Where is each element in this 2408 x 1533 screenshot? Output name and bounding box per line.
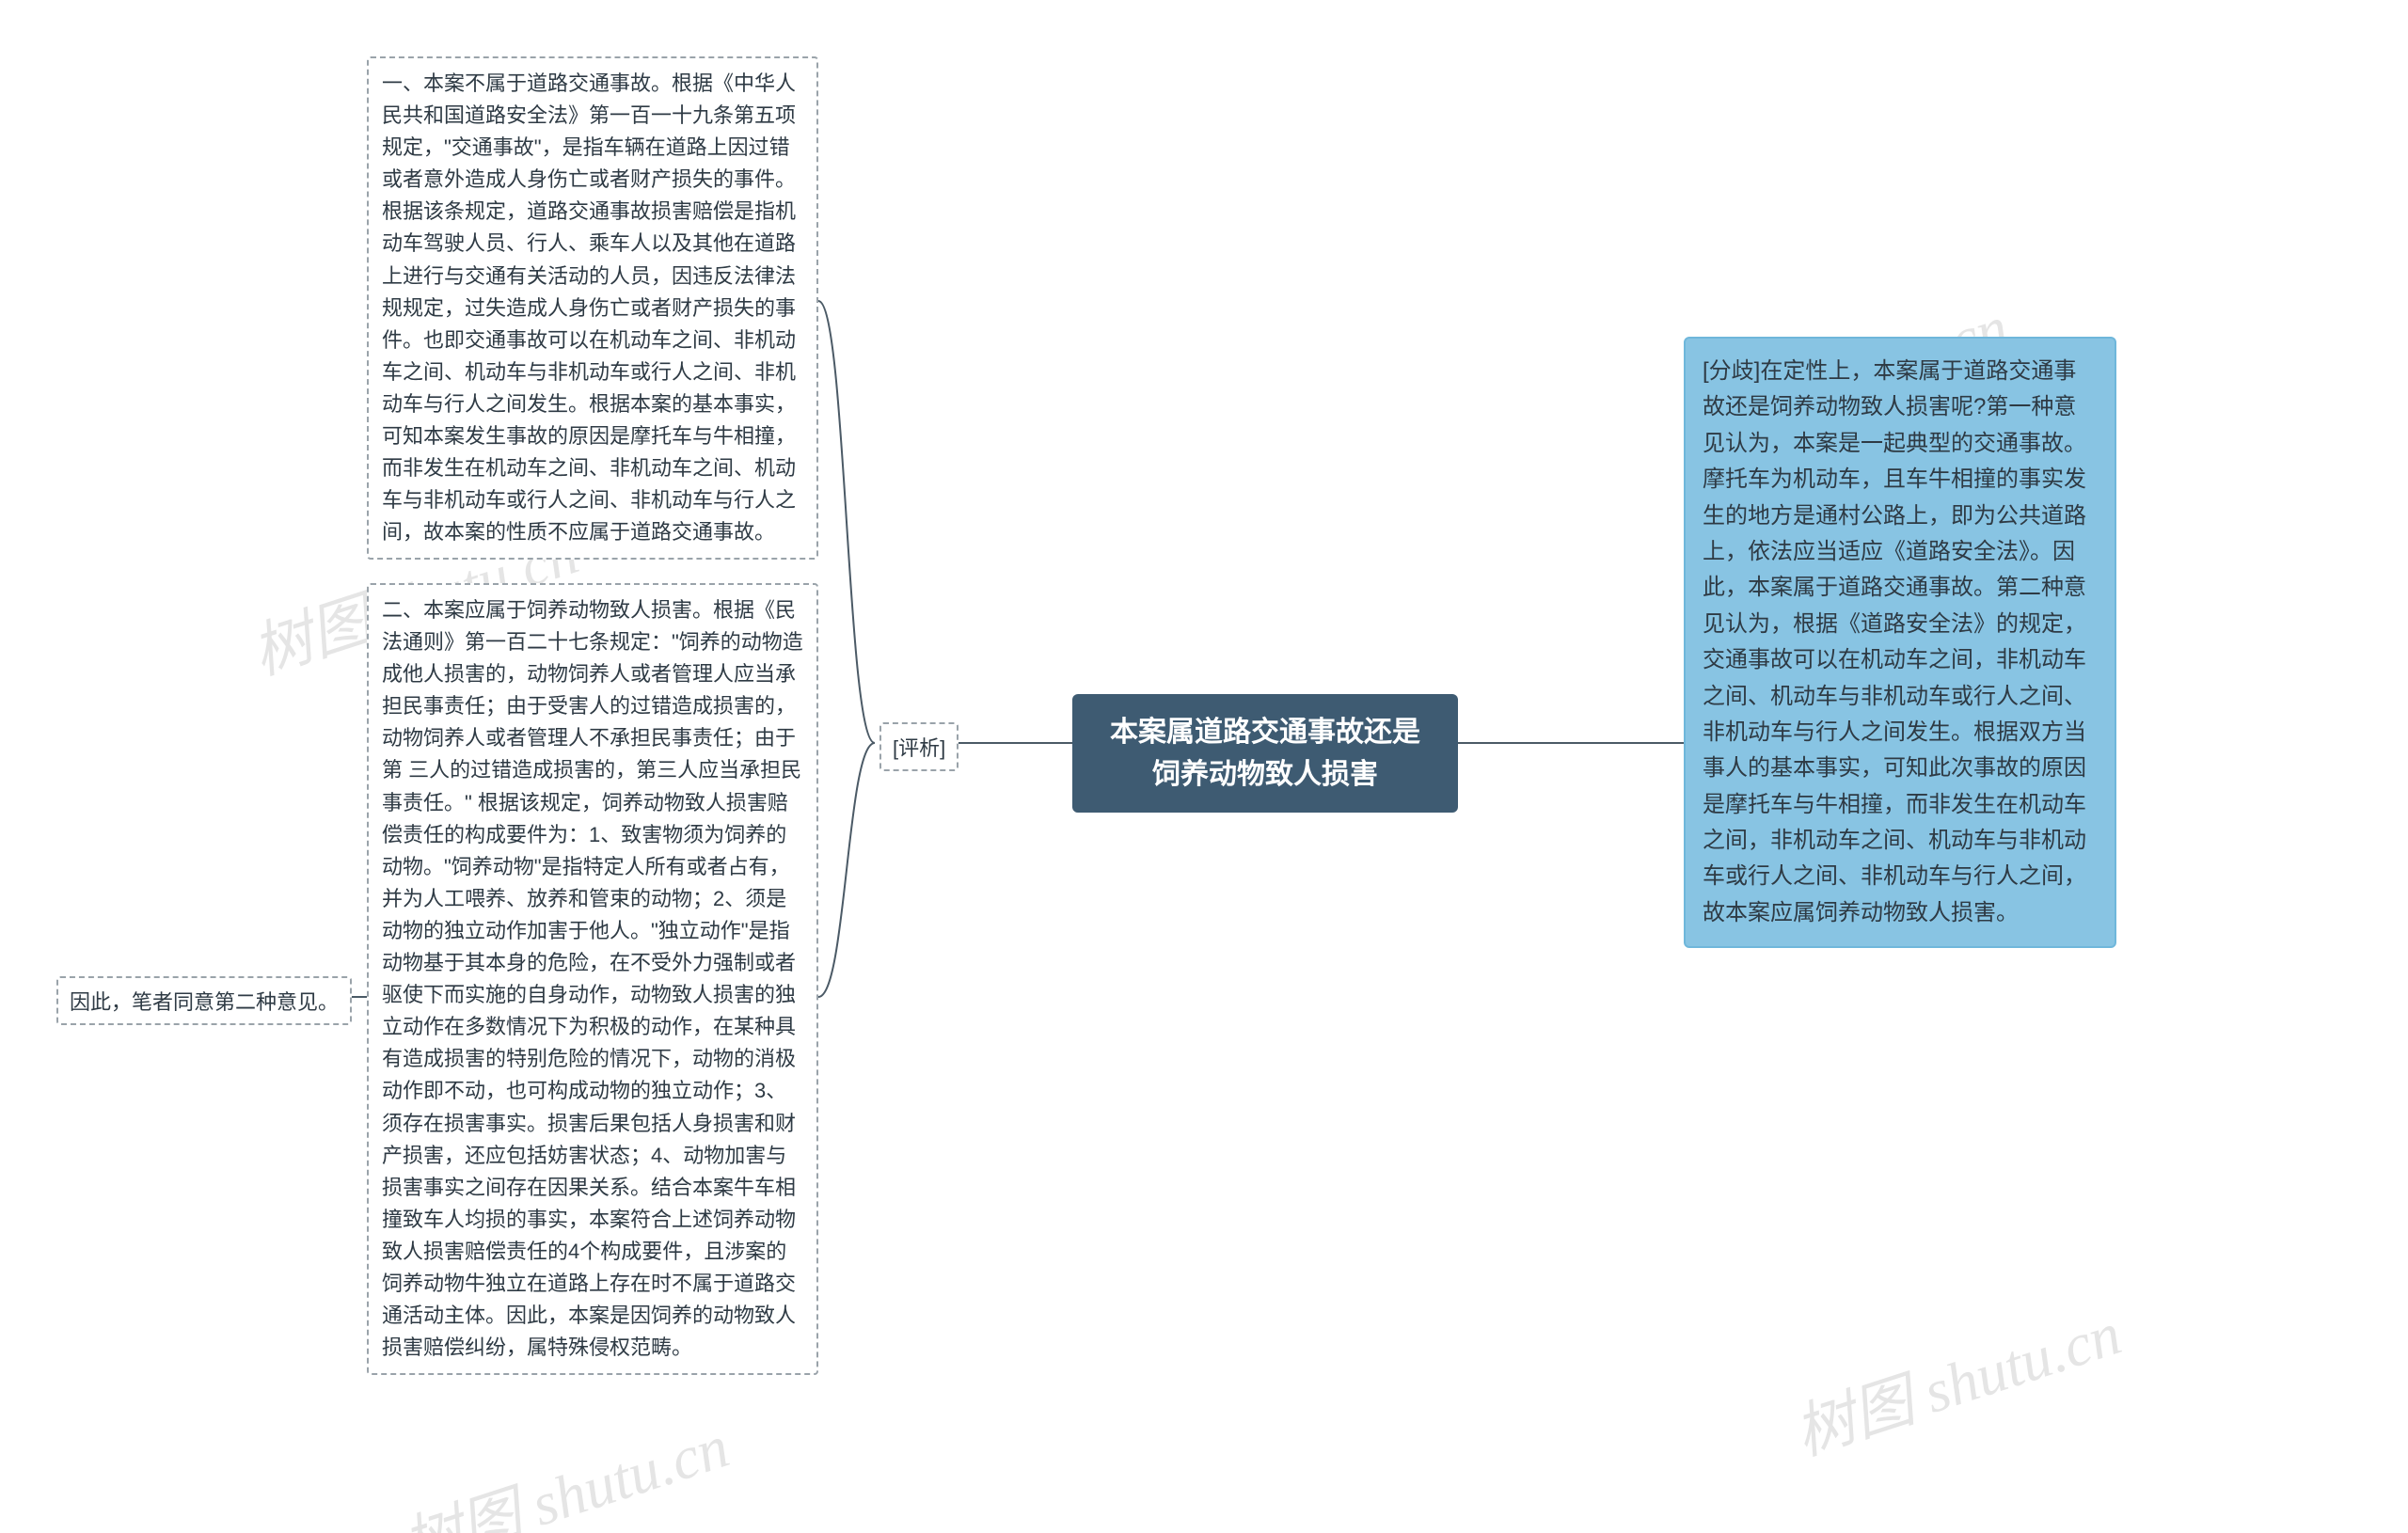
- mindmap-canvas: 树图 shutu.cn 树图 shutu.cn 树图 shutu.cn 树图 s…: [0, 0, 2408, 1533]
- right-branch-divergence[interactable]: [分歧]在定性上，本案属于道路交通事故还是饲养动物致人损害呢?第一种意见认为，本…: [1684, 337, 2116, 948]
- center-topic[interactable]: 本案属道路交通事故还是 饲养动物致人损害: [1072, 694, 1458, 813]
- center-line1: 本案属道路交通事故还是: [1095, 711, 1435, 753]
- analysis-point-1[interactable]: 一、本案不属于道路交通事故。根据《中华人民共和国道路安全法》第一百一十九条第五项…: [367, 56, 818, 560]
- center-line2: 饲养动物致人损害: [1095, 753, 1435, 796]
- watermark: 树图 shutu.cn: [1782, 1286, 2131, 1472]
- left-branch-label[interactable]: [评析]: [879, 722, 958, 771]
- watermark: 树图 shutu.cn: [390, 1399, 738, 1533]
- conclusion-node[interactable]: 因此，笔者同意第二种意见。: [56, 976, 352, 1025]
- analysis-point-2[interactable]: 二、本案应属于饲养动物致人损害。根据《民法通则》第一百二十七条规定："饲养的动物…: [367, 583, 818, 1375]
